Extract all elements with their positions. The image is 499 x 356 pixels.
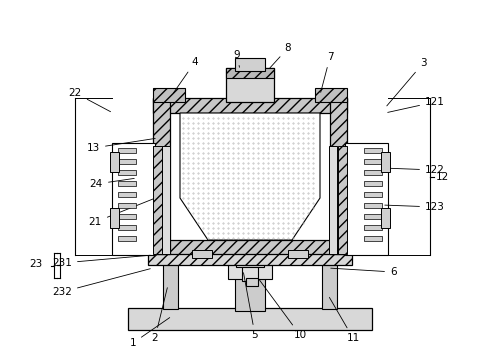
Text: 9: 9 (234, 50, 241, 67)
Bar (381, 152, 390, 172)
Bar (364, 225, 382, 230)
Bar (153, 98, 170, 254)
Text: 21: 21 (89, 196, 160, 227)
Bar (148, 253, 352, 265)
Bar (235, 58, 265, 71)
Bar (364, 181, 382, 186)
Bar (242, 267, 258, 281)
Bar (118, 203, 136, 208)
Text: 122: 122 (385, 165, 445, 175)
Bar (226, 68, 274, 78)
Bar (288, 250, 308, 258)
Text: 24: 24 (90, 178, 134, 189)
Bar (153, 88, 185, 102)
Bar (246, 278, 258, 286)
Text: 7: 7 (321, 52, 333, 92)
Bar (112, 143, 155, 255)
Bar (153, 240, 347, 254)
Bar (330, 98, 347, 254)
Text: 1: 1 (130, 318, 170, 348)
Bar (118, 159, 136, 164)
Bar (345, 143, 388, 255)
Bar (329, 146, 337, 254)
Text: 121: 121 (388, 97, 445, 112)
Text: 5: 5 (244, 273, 258, 340)
Bar (118, 170, 136, 175)
Bar (364, 214, 382, 219)
Text: 4: 4 (174, 57, 198, 93)
Text: 22: 22 (69, 88, 111, 112)
Text: 232: 232 (52, 269, 150, 297)
Text: 2: 2 (152, 288, 167, 343)
Bar (364, 203, 382, 208)
Bar (322, 263, 337, 309)
Bar (162, 146, 170, 254)
Text: 3: 3 (387, 58, 427, 106)
Bar (381, 208, 390, 228)
Bar (364, 192, 382, 197)
Bar (128, 308, 372, 330)
Bar (226, 68, 274, 102)
Bar (228, 263, 272, 279)
Bar (118, 192, 136, 197)
Text: 123: 123 (385, 202, 445, 212)
Bar (236, 255, 264, 267)
Bar (315, 88, 347, 102)
Text: 10: 10 (259, 280, 306, 340)
Text: 23: 23 (30, 259, 43, 269)
Text: 13: 13 (87, 138, 155, 153)
Bar (110, 208, 119, 228)
Bar (118, 236, 136, 241)
Text: 6: 6 (331, 267, 397, 277)
Bar (153, 146, 162, 254)
Bar (364, 159, 382, 164)
Bar (110, 152, 119, 172)
Text: 231: 231 (52, 255, 150, 268)
Text: 12: 12 (436, 172, 449, 182)
Text: 8: 8 (270, 43, 291, 68)
Polygon shape (180, 113, 320, 240)
Bar (153, 98, 347, 113)
Bar (192, 250, 212, 258)
Text: 11: 11 (329, 297, 360, 343)
Bar (338, 146, 347, 254)
Bar (118, 225, 136, 230)
Bar (118, 148, 136, 153)
Bar (118, 214, 136, 219)
Bar (364, 148, 382, 153)
Bar (364, 170, 382, 175)
Bar (235, 243, 265, 311)
Bar (118, 181, 136, 186)
Bar (163, 263, 178, 309)
Bar (364, 236, 382, 241)
